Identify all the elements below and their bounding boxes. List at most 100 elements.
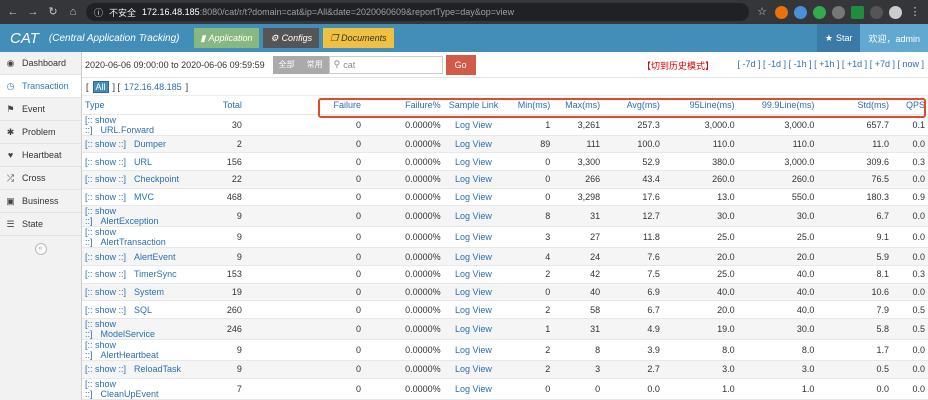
- log-view-link[interactable]: Log View: [455, 174, 492, 185]
- extension-icon[interactable]: [775, 5, 788, 19]
- column-header-failure[interactable]: Failure: [333, 99, 361, 110]
- show-link[interactable]: [:: show ::]: [85, 286, 127, 297]
- column-header-total[interactable]: Total: [222, 99, 242, 110]
- show-link[interactable]: [:: show ::]: [85, 138, 127, 149]
- menu-icon[interactable]: ⋮: [909, 6, 921, 18]
- log-view-link[interactable]: Log View: [455, 138, 492, 149]
- back-icon[interactable]: ←: [7, 6, 19, 18]
- sidebar-item-transaction[interactable]: ◷ Transaction: [0, 75, 81, 98]
- column-header-qps[interactable]: QPS: [905, 99, 925, 110]
- show-link[interactable]: [:: show ::]: [85, 269, 127, 280]
- transaction-type-link[interactable]: AlertException: [100, 216, 159, 227]
- log-view-link[interactable]: Log View: [455, 251, 492, 262]
- transaction-type-link[interactable]: Checkpoint: [134, 174, 180, 185]
- bookmark-star-icon[interactable]: ☆: [757, 6, 767, 18]
- column-header-999line[interactable]: 99.9Line(ms): [761, 99, 815, 110]
- collapse-sidebar-icon[interactable]: «: [34, 243, 47, 255]
- log-view-link[interactable]: Log View: [455, 119, 492, 130]
- column-header-95line[interactable]: 95Line(ms): [689, 99, 735, 110]
- transaction-type-link[interactable]: TimerSync: [134, 269, 177, 280]
- show-link[interactable]: [:: show ::]: [85, 227, 117, 248]
- show-link[interactable]: [:: show ::]: [85, 174, 127, 185]
- column-header-std[interactable]: Std(ms): [857, 99, 890, 110]
- show-link[interactable]: [:: show ::]: [85, 340, 117, 360]
- log-view-link[interactable]: Log View: [455, 156, 492, 167]
- sidebar-item-heartbeat[interactable]: ♥ Heartbeat: [0, 144, 81, 167]
- time-minus-1d[interactable]: [ -1d ]: [763, 59, 787, 69]
- sidebar-item-cross[interactable]: ⤮ Cross: [0, 167, 81, 190]
- extension-icon[interactable]: [813, 5, 826, 19]
- column-header-max[interactable]: Max(ms): [565, 99, 601, 110]
- sidebar-item-state[interactable]: ☰ State: [0, 213, 81, 236]
- time-minus-1h[interactable]: [ -1h ]: [788, 59, 812, 69]
- log-view-link[interactable]: Log View: [455, 324, 492, 334]
- filter-common-button[interactable]: 常用: [300, 55, 329, 74]
- show-link[interactable]: [:: show ::]: [85, 304, 127, 315]
- show-link[interactable]: [:: show ::]: [85, 191, 127, 202]
- show-link[interactable]: [:: show ::]: [85, 364, 127, 375]
- transaction-type-link[interactable]: MVC: [134, 191, 155, 202]
- transaction-type-link[interactable]: AlertEvent: [134, 251, 176, 262]
- history-mode-link[interactable]: 【切到历史模式】: [641, 61, 714, 71]
- ip-address-link[interactable]: 172.16.48.185: [124, 81, 182, 92]
- log-view-link[interactable]: Log View: [455, 364, 492, 375]
- extension-icon[interactable]: [794, 5, 807, 19]
- domain-search-input[interactable]: ⚲ cat: [328, 55, 443, 74]
- show-link[interactable]: [:: show ::]: [85, 251, 127, 262]
- transaction-type-link[interactable]: URL.Forward: [100, 124, 155, 135]
- log-view-link[interactable]: Log View: [455, 191, 492, 202]
- brand-logo[interactable]: CAT: [10, 29, 39, 47]
- time-plus-7d[interactable]: [ +7d ]: [869, 59, 895, 69]
- cell-failure: 0: [244, 282, 364, 301]
- log-view-link[interactable]: Log View: [455, 304, 492, 315]
- log-view-link[interactable]: Log View: [455, 286, 492, 297]
- sidebar-item-business[interactable]: ▣ Business: [0, 190, 81, 213]
- sidebar-item-problem[interactable]: ✱ Problem: [0, 121, 81, 144]
- transaction-type-link[interactable]: System: [134, 286, 165, 297]
- sidebar-item-dashboard[interactable]: ◉ Dashboard: [0, 52, 81, 75]
- extension-icon[interactable]: [832, 5, 845, 19]
- time-plus-1h[interactable]: [ +1h ]: [814, 59, 840, 69]
- documents-button[interactable]: ❐ Documents: [323, 28, 394, 48]
- transaction-type-link[interactable]: SQL: [134, 304, 153, 315]
- extension-icon[interactable]: [870, 5, 883, 19]
- transaction-type-link[interactable]: Dumper: [134, 138, 167, 149]
- go-button[interactable]: Go: [445, 54, 476, 75]
- extension-icon[interactable]: [851, 5, 864, 19]
- sidebar-item-event[interactable]: ⚑ Event: [0, 98, 81, 121]
- show-link[interactable]: [:: show ::]: [85, 206, 117, 227]
- log-view-link[interactable]: Log View: [455, 269, 492, 280]
- time-plus-1d[interactable]: [ +1d ]: [841, 59, 868, 69]
- column-header-min[interactable]: Min(ms): [517, 99, 551, 110]
- transaction-type-link[interactable]: AlertTransaction: [100, 237, 166, 248]
- show-link[interactable]: [:: show ::]: [85, 156, 127, 167]
- application-button[interactable]: ▮ Application: [193, 28, 260, 48]
- time-minus-7d[interactable]: [ -7d ]: [737, 59, 761, 69]
- transaction-type-link[interactable]: URL: [134, 156, 153, 167]
- show-link[interactable]: [:: show ::]: [85, 319, 117, 339]
- reload-icon[interactable]: ↻: [48, 6, 58, 18]
- user-menu[interactable]: 欢迎，admin: [860, 24, 928, 52]
- forward-icon[interactable]: →: [27, 6, 39, 18]
- time-now[interactable]: [ now ]: [897, 59, 924, 69]
- column-header-avg[interactable]: Avg(ms): [626, 99, 660, 110]
- transaction-type-link[interactable]: ModelService: [100, 329, 156, 339]
- column-header-type[interactable]: Type: [85, 99, 105, 110]
- profile-avatar-icon[interactable]: [889, 5, 902, 19]
- log-view-link[interactable]: Log View: [455, 211, 492, 222]
- log-view-link[interactable]: Log View: [455, 383, 492, 394]
- transaction-type-link[interactable]: CleanUpEvent: [100, 388, 159, 399]
- transaction-type-link[interactable]: ReloadTask: [134, 364, 182, 375]
- configs-button[interactable]: ⚙ Configs: [263, 28, 320, 48]
- address-bar[interactable]: ⓘ 不安全 172.16.48.185:8080/cat/r/t?domain=…: [86, 3, 749, 21]
- ip-all-link[interactable]: All: [92, 80, 109, 93]
- show-link[interactable]: [:: show ::]: [85, 378, 117, 399]
- star-button[interactable]: ★ Star: [816, 24, 861, 52]
- show-link[interactable]: [:: show ::]: [85, 114, 117, 135]
- filter-all-button[interactable]: 全部: [272, 55, 301, 74]
- home-icon[interactable]: ⌂: [69, 6, 77, 18]
- log-view-link[interactable]: Log View: [455, 345, 492, 355]
- log-view-link[interactable]: Log View: [455, 232, 492, 243]
- transaction-type-link[interactable]: AlertHeartbeat: [100, 350, 159, 360]
- column-header-failure-pct[interactable]: Failure%: [405, 99, 441, 110]
